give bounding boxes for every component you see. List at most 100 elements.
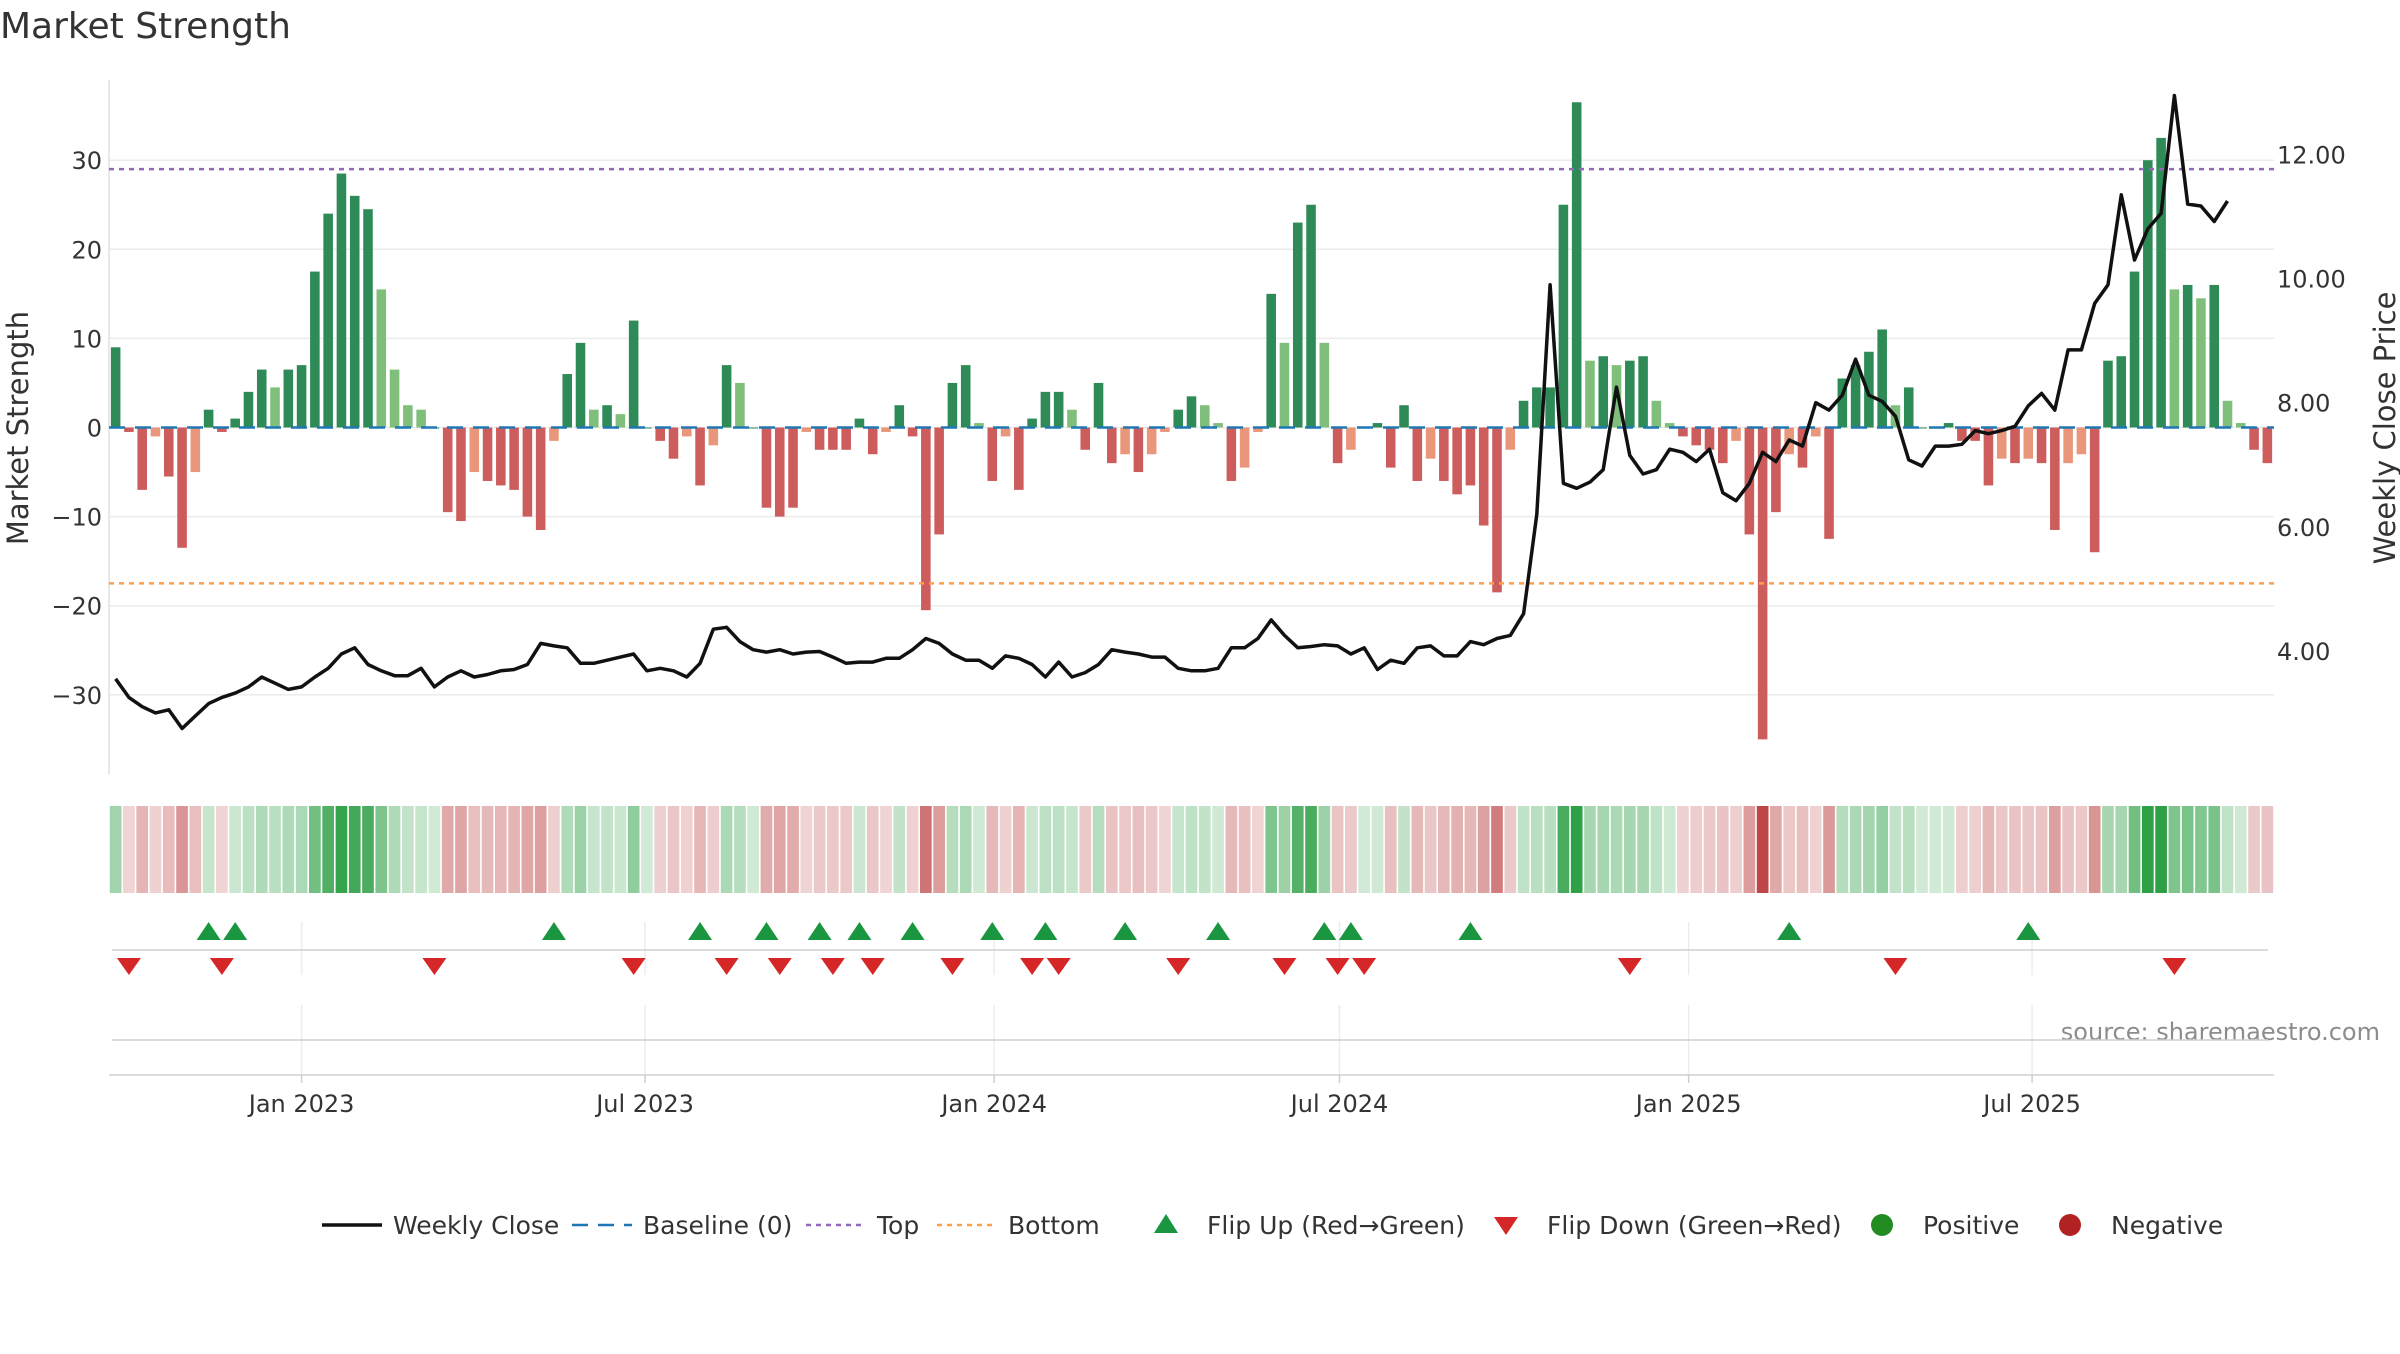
heat-cell	[787, 806, 799, 893]
heat-cell	[1477, 806, 1490, 893]
heat-cell	[335, 806, 348, 893]
strength-bar	[2156, 137, 2166, 428]
heat-cell	[1982, 806, 1995, 893]
y-tick-label: 20	[71, 236, 102, 264]
strength-bar	[1691, 427, 1702, 446]
heat-cell	[1756, 806, 1769, 893]
strength-bar	[1850, 365, 1861, 428]
strength-bar	[1213, 423, 1223, 428]
flip-down-marker	[1046, 958, 1071, 975]
legend-item: Flip Down (Green→Red)	[1494, 1211, 1842, 1240]
strength-bar	[1239, 427, 1250, 468]
strength-bar	[1027, 418, 1037, 428]
x-tick-label: Jan 2023	[247, 1090, 355, 1118]
strength-bar	[589, 409, 599, 428]
heat-cell	[614, 806, 627, 893]
axis-ticks: 30 20 10 0 −10 −20 −30 12.00 10.00 8.00 6.00 4.00 Ja…	[51, 141, 2345, 1118]
heat-cell	[813, 806, 826, 893]
legend-label: Bottom	[1008, 1211, 1100, 1240]
heat-cell	[176, 806, 188, 893]
heat-cell	[1198, 806, 1211, 893]
strength-bar	[1319, 342, 1330, 428]
heat-cell	[747, 806, 760, 893]
heat-cell	[1557, 806, 1570, 893]
y2-axis-label: Weekly Close Price	[2368, 292, 2400, 565]
heat-cell	[1119, 806, 1131, 893]
legend-swatch	[1871, 1214, 1893, 1236]
strength-bar	[1664, 423, 1675, 428]
strength-bar	[1053, 391, 1064, 428]
heat-cell	[1796, 806, 1809, 893]
heat-cell	[800, 806, 813, 893]
strength-bar	[894, 405, 905, 428]
strength-bar	[602, 405, 612, 428]
strength-bar	[1478, 427, 1489, 526]
strength-bar	[1279, 342, 1290, 428]
strength-bar	[575, 342, 586, 428]
heat-cell	[1703, 806, 1716, 893]
strength-bar	[668, 427, 679, 459]
heat-cell	[1677, 806, 1689, 893]
strength-bar	[1186, 396, 1197, 428]
strength-bar	[1824, 427, 1834, 539]
strength-bar	[2169, 289, 2180, 428]
heat-cell	[1783, 806, 1796, 893]
heat-cell	[1318, 806, 1331, 893]
heat-cell	[1026, 806, 1038, 893]
heat-cell	[906, 806, 919, 893]
heat-cell	[1438, 806, 1450, 893]
heat-cell	[1212, 806, 1224, 893]
legend-label: Top	[876, 1211, 919, 1240]
strength-bar	[349, 195, 360, 428]
strength-bar	[1917, 427, 1927, 429]
heat-cell	[893, 806, 906, 893]
heat-cell	[641, 806, 653, 893]
heat-cell	[866, 806, 879, 893]
strength-bar	[1704, 427, 1715, 450]
strength-bar	[323, 213, 333, 428]
heat-cell	[109, 806, 122, 893]
strength-bar	[150, 427, 161, 437]
strength-bar	[442, 427, 453, 513]
heat-cell	[1358, 806, 1371, 893]
heat-cell	[481, 806, 494, 893]
strength-bar	[788, 427, 798, 508]
strength-bar	[2050, 427, 2060, 530]
strength-bar	[1266, 293, 1276, 428]
y2-tick-label: 6.00	[2277, 514, 2330, 542]
strength-bar	[1810, 427, 1821, 437]
strength-bar	[615, 414, 626, 428]
strength-bar	[1200, 405, 1210, 428]
strength-bar	[1253, 427, 1263, 432]
heat-cell	[362, 806, 374, 893]
strength-bar	[522, 427, 533, 517]
strength-bar	[774, 427, 785, 517]
heat-cell	[2062, 806, 2074, 893]
heat-cell	[2102, 806, 2114, 893]
heat-cell	[1384, 806, 1397, 893]
heat-cell	[295, 806, 308, 893]
strength-bar	[2196, 298, 2206, 428]
heat-cell	[2208, 806, 2221, 893]
heat-cell	[1291, 806, 1304, 893]
heat-cell	[1610, 806, 1623, 893]
strength-bar	[1532, 387, 1542, 428]
heat-cell	[1066, 806, 1078, 893]
strength-bar	[1625, 360, 1635, 428]
heat-cell	[1424, 806, 1437, 893]
strength-bar	[721, 365, 732, 428]
heat-cell	[973, 806, 985, 893]
heat-cell	[1132, 806, 1145, 893]
strength-bar	[934, 427, 944, 535]
heat-cell	[1690, 806, 1703, 893]
legend-item: Baseline (0)	[572, 1211, 792, 1240]
source-note: source: sharemaestro.com	[2061, 1018, 2380, 1046]
strength-bar	[549, 427, 559, 441]
strength-bar	[814, 427, 825, 450]
strength-bar	[2262, 427, 2273, 464]
y2-tick-label: 10.00	[2277, 266, 2346, 294]
strength-bar	[2036, 427, 2047, 464]
strength-bar	[1000, 427, 1011, 437]
strength-bar	[642, 427, 652, 429]
strength-bar	[1133, 427, 1144, 473]
